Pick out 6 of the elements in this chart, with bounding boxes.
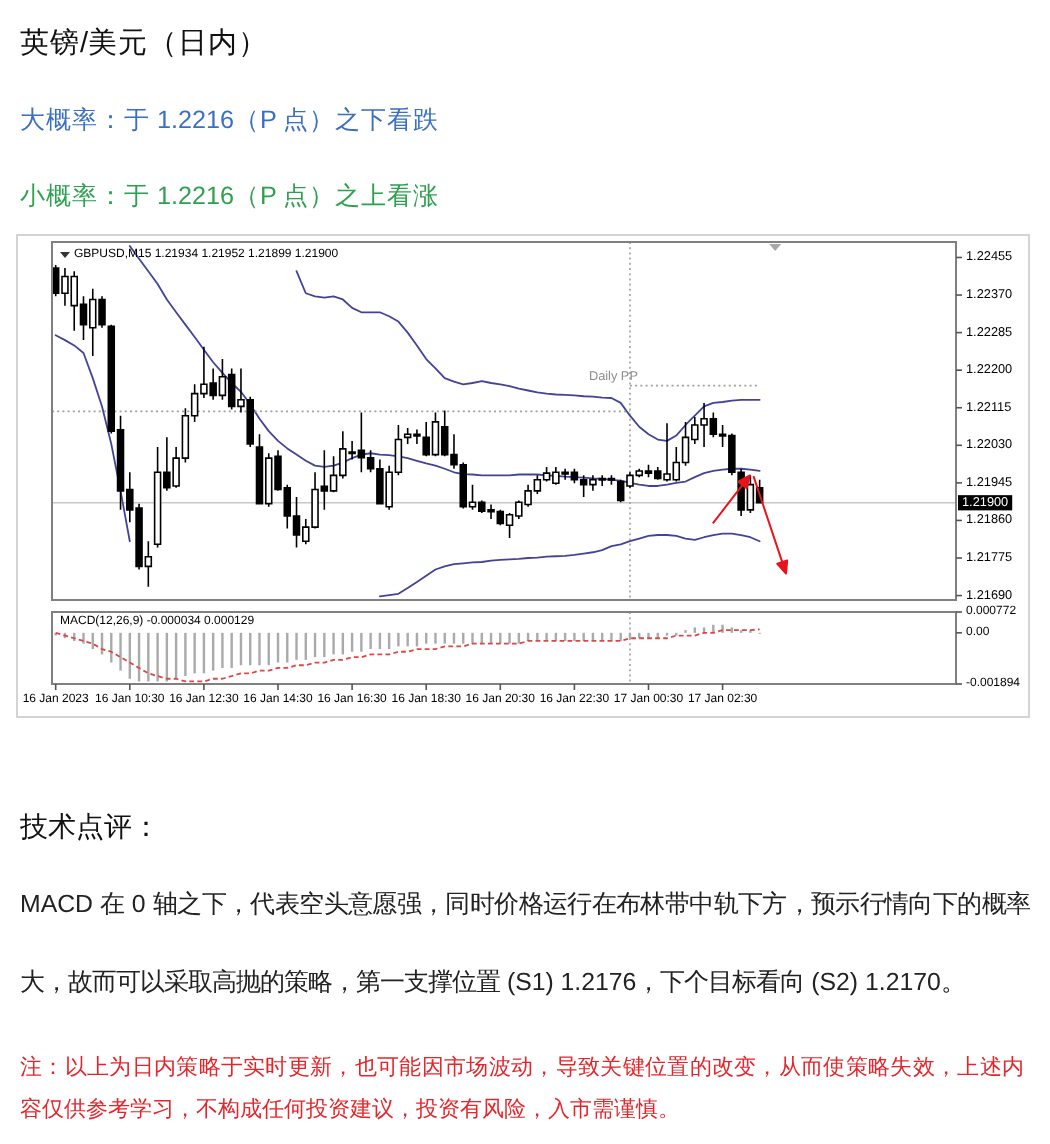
text: 注：以上为日内策略于实时更新，也可能因市场波动，导致关键位置的改变，从而使策略失效，上述内容仅供参考学习，不构成任何投资建议，投资有风险，入市需谨慎。 xyxy=(20,1053,1024,1125)
chart-title: 英镑/美元（日内） xyxy=(20,25,269,63)
chart-subtitle: 大概率：于 1.2216（P 点）之下看跌 xyxy=(20,104,440,138)
text: MACD 在 0 轴之下，代表空头意愿强，同时价格运行在布林带中轨下方，预示行情向下的概率大，故而可以采取高抛的策略，第一支撑位置 (S1) 1.2176，下个目标看向 (S2) 1.2170。 xyxy=(20,889,1030,995)
text: 技术点评： xyxy=(20,808,160,846)
text: 小概率：于 1.2216（P 点）之上看涨 xyxy=(20,180,440,214)
